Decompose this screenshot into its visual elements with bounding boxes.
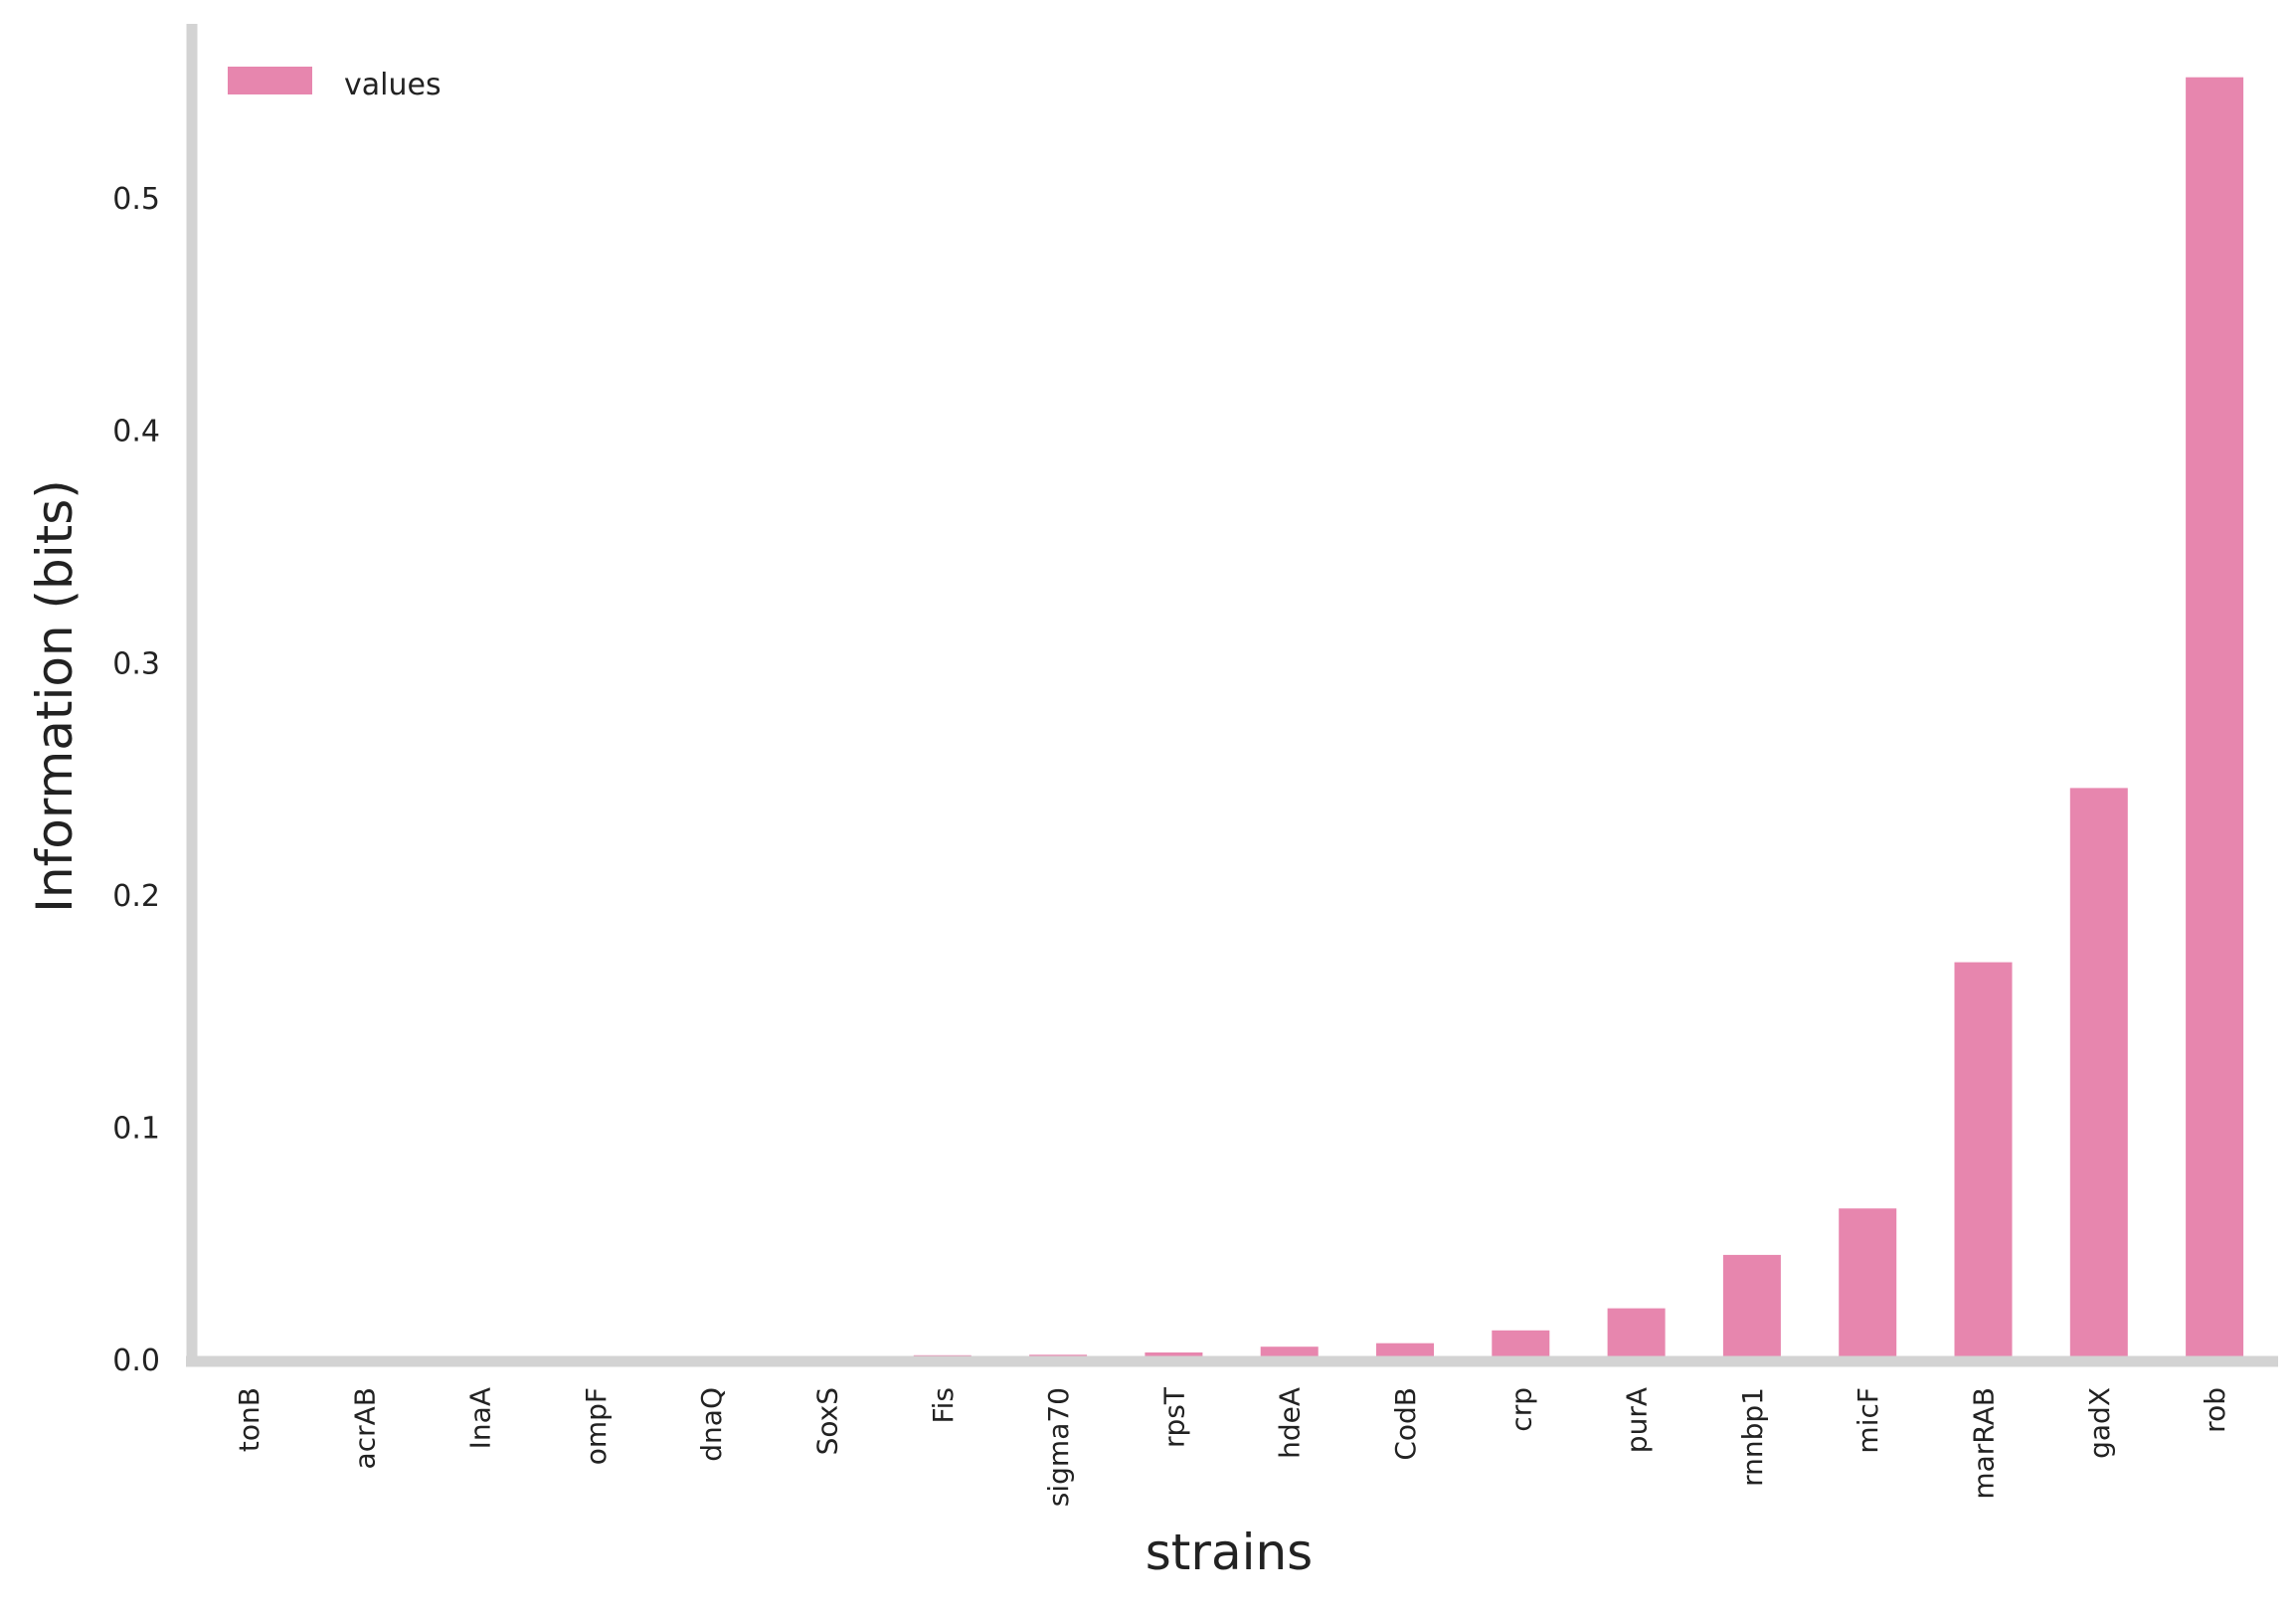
x-tick-label: tonB	[233, 1387, 265, 1452]
bar-micF	[1839, 1208, 1897, 1359]
y-axis-title: Information (bits)	[26, 479, 84, 913]
x-tick-label: purA	[1621, 1387, 1654, 1453]
x-tick-label: gadX	[2083, 1387, 2116, 1459]
y-axis-ticks: 0.0 0.1 0.2 0.3 0.4 0.5	[112, 182, 160, 1378]
y-tick-label: 0.1	[112, 1111, 160, 1146]
x-tick-label: InaA	[464, 1387, 497, 1449]
legend-swatch	[228, 67, 312, 94]
x-axis-title: strains	[1146, 1524, 1313, 1581]
bar-CodB	[1376, 1343, 1434, 1359]
legend: values	[228, 67, 442, 102]
x-tick-label: dnaQ	[695, 1387, 728, 1462]
y-tick-label: 0.0	[112, 1344, 160, 1378]
bar-purA	[1607, 1308, 1666, 1359]
bar-gadX	[2069, 788, 2128, 1359]
x-tick-label: hdeA	[1274, 1387, 1307, 1459]
bar-rob	[2186, 77, 2244, 1360]
x-tick-label: rnnbp1	[1736, 1387, 1769, 1487]
bar-marRAB	[1954, 962, 2013, 1359]
y-tick-label: 0.4	[112, 415, 160, 449]
x-tick-label: SoxS	[811, 1387, 844, 1455]
bar-rnnbp1	[1722, 1254, 1781, 1359]
x-tick-label: CodB	[1389, 1387, 1422, 1461]
bar-crp	[1492, 1330, 1550, 1359]
axes	[186, 24, 2278, 1367]
x-tick-label: Fis	[927, 1387, 960, 1423]
x-tick-label: micF	[1852, 1387, 1884, 1454]
y-tick-label: 0.3	[112, 646, 160, 681]
y-tick-label: 0.2	[112, 879, 160, 914]
x-tick-label: sigma70	[1042, 1387, 1075, 1507]
legend-label: values	[344, 68, 442, 102]
y-tick-label: 0.5	[112, 182, 160, 217]
x-axis-ticks: tonB acrAB InaA ompF dnaQ SoxS Fis sigma70 rpsT h…	[233, 1386, 2231, 1507]
x-tick-label: marRAB	[1968, 1387, 2001, 1500]
x-tick-label: rpsT	[1157, 1386, 1190, 1448]
x-tick-label: crp	[1504, 1387, 1537, 1432]
bars	[797, 77, 2244, 1360]
x-tick-label: acrAB	[348, 1387, 381, 1469]
x-tick-label: ompF	[580, 1387, 613, 1465]
x-tick-label: rob	[2199, 1387, 2231, 1433]
